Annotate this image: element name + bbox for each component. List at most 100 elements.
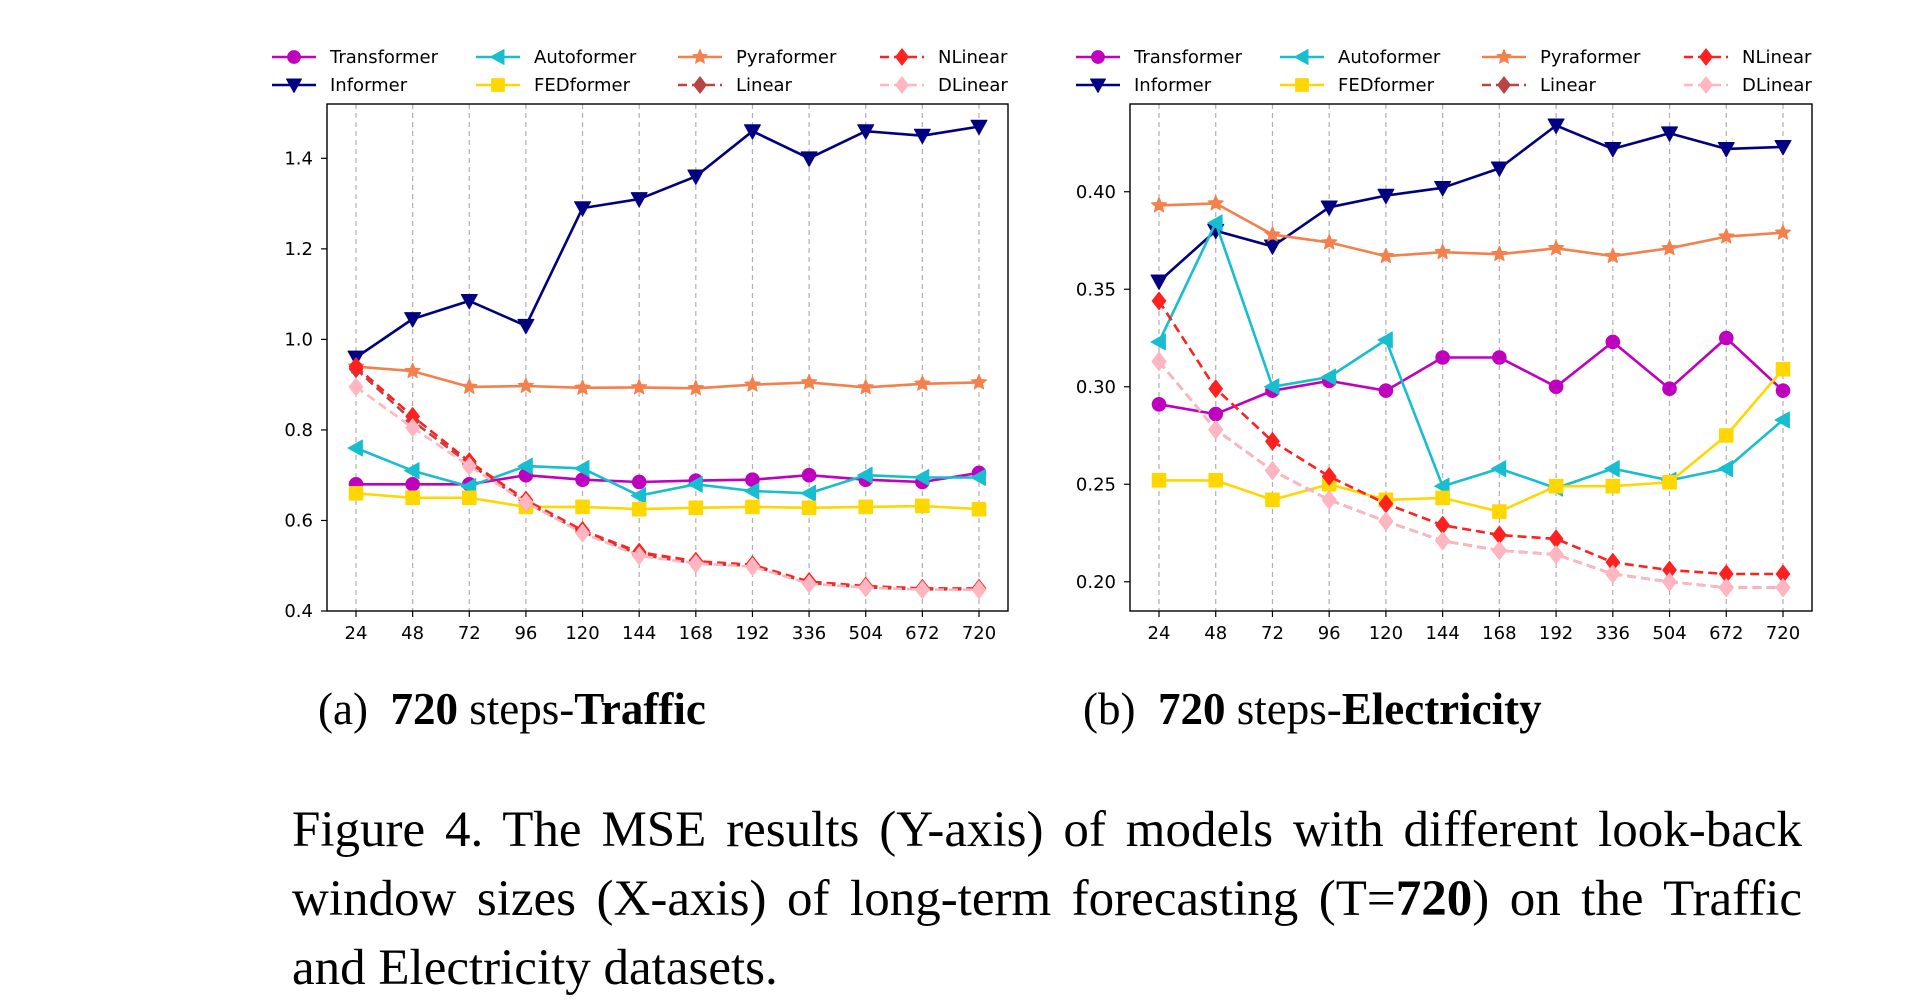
data-point-fedformer: [1605, 478, 1621, 494]
data-point-informer: [1377, 188, 1395, 205]
series-line-pyraformer: [355, 365, 980, 390]
series-line-transformer: [356, 471, 980, 486]
data-point-fedformer: [745, 499, 760, 515]
series-pyraformer: [1150, 194, 1792, 264]
legend-label-linear: Linear: [736, 75, 793, 96]
data-point-fedformer: [1662, 475, 1677, 490]
data-point-informer: [743, 124, 761, 140]
legend-label-linear: Linear: [1540, 75, 1597, 96]
data-point-informer: [630, 192, 648, 208]
x-tick-label: 504: [1652, 623, 1686, 644]
data-point-pyraformer: [1491, 245, 1508, 262]
data-point-dlinear: [1151, 352, 1167, 371]
data-point-transformer: [1605, 334, 1621, 350]
data-point-transformer: [405, 476, 420, 492]
data-point-autoformer: [517, 457, 533, 475]
data-point-informer: [1263, 239, 1281, 255]
data-point-informer: [1717, 141, 1735, 158]
series-line-autoformer: [355, 446, 979, 497]
data-point-dlinear: [1492, 541, 1507, 560]
data-point-informer: [1661, 126, 1679, 142]
series-transformer: [1151, 330, 1791, 422]
data-point-transformer: [631, 474, 647, 490]
data-point-fedformer: [1208, 473, 1224, 488]
data-point-fedformer: [348, 486, 364, 501]
data-point-transformer: [1718, 330, 1734, 346]
data-point-pyraformer: [1718, 228, 1735, 244]
series-fedformer: [1151, 361, 1791, 519]
data-point-dlinear: [915, 580, 930, 600]
data-point-informer: [1604, 141, 1622, 158]
series-line-nlinear: [355, 365, 979, 590]
data-point-informer: [1150, 274, 1168, 290]
legend-label-autoformer: Autoformer: [534, 47, 637, 68]
data-point-informer: [574, 201, 592, 217]
series-line-fedformer: [1159, 368, 1784, 513]
legend-marker-linear: [1497, 76, 1511, 94]
legend-marker-transformer: [1091, 50, 1105, 64]
data-point-autoformer: [347, 439, 363, 457]
data-point-dlinear: [1321, 490, 1337, 510]
figure-caption: Figure 4. The MSE results (Y-axis) of mo…: [292, 802, 1802, 996]
x-tick-label: 72: [458, 623, 481, 644]
x-tick-label: 48: [401, 623, 424, 644]
x-tick-label: 24: [345, 623, 368, 644]
data-point-transformer: [1492, 350, 1507, 365]
legend-marker-autoformer: [490, 49, 505, 65]
series-dlinear: [348, 377, 987, 600]
data-point-informer: [857, 124, 875, 140]
y-tick-label: 0.6: [284, 510, 313, 531]
data-point-dlinear: [745, 557, 760, 576]
y-tick-label: 0.40: [1076, 182, 1116, 203]
data-point-transformer: [1548, 379, 1564, 395]
y-tick-label: 1.2: [284, 239, 313, 260]
data-point-dlinear: [1208, 420, 1224, 439]
y-tick-label: 0.35: [1076, 279, 1116, 300]
legend-label-pyraformer: Pyraformer: [1540, 47, 1641, 68]
series-line-fedformer: [355, 492, 980, 511]
legend-marker-fedformer: [1295, 78, 1309, 92]
legend-marker-nlinear: [1699, 48, 1713, 66]
data-point-fedformer: [575, 499, 590, 515]
data-point-informer: [913, 128, 931, 145]
x-tick-label: 120: [565, 623, 599, 644]
data-point-autoformer: [1717, 460, 1734, 478]
x-tick-label: 168: [679, 623, 713, 644]
data-point-autoformer: [1150, 333, 1166, 351]
data-point-pyraformer: [404, 362, 421, 379]
data-point-dlinear: [1435, 531, 1450, 551]
legend-label-dlinear: DLinear: [1742, 75, 1812, 96]
legend-label-transformer: Transformer: [329, 47, 439, 68]
data-point-informer: [1490, 161, 1508, 177]
data-point-dlinear: [1662, 572, 1677, 592]
series-line-dlinear: [355, 385, 979, 592]
data-point-informer: [687, 169, 705, 185]
data-point-pyraformer: [687, 379, 704, 396]
data-point-autoformer: [970, 468, 986, 486]
data-point-autoformer: [743, 482, 760, 500]
legend-label-dlinear: DLinear: [938, 75, 1008, 96]
data-point-autoformer: [574, 459, 590, 477]
data-point-pyraformer: [517, 377, 534, 393]
legend-marker-informer: [1090, 78, 1106, 93]
data-point-transformer: [1378, 383, 1394, 398]
data-point-fedformer: [1492, 504, 1507, 519]
x-tick-label: 720: [962, 623, 996, 644]
data-point-transformer: [1151, 397, 1167, 412]
data-point-fedformer: [1775, 361, 1791, 377]
series-line-informer: [1158, 124, 1784, 283]
data-point-transformer: [1775, 383, 1791, 398]
data-point-nlinear: [1208, 379, 1224, 398]
data-point-pyraformer: [744, 376, 761, 392]
x-tick-label: 672: [905, 623, 939, 644]
data-point-transformer: [1662, 381, 1677, 397]
panel-a-caption: (a) 720 steps-Traffic: [318, 684, 706, 734]
series-fedformer: [348, 486, 987, 517]
data-point-autoformer: [1263, 378, 1280, 396]
data-point-dlinear: [1718, 578, 1734, 597]
chart-panel-a: 24 48 72 96 120 144 168 192 336 504 672 720 0.4 0.6 0.…: [272, 47, 1009, 644]
data-point-autoformer: [1604, 460, 1620, 478]
data-point-informer: [517, 318, 535, 335]
data-point-nlinear: [1492, 525, 1507, 545]
